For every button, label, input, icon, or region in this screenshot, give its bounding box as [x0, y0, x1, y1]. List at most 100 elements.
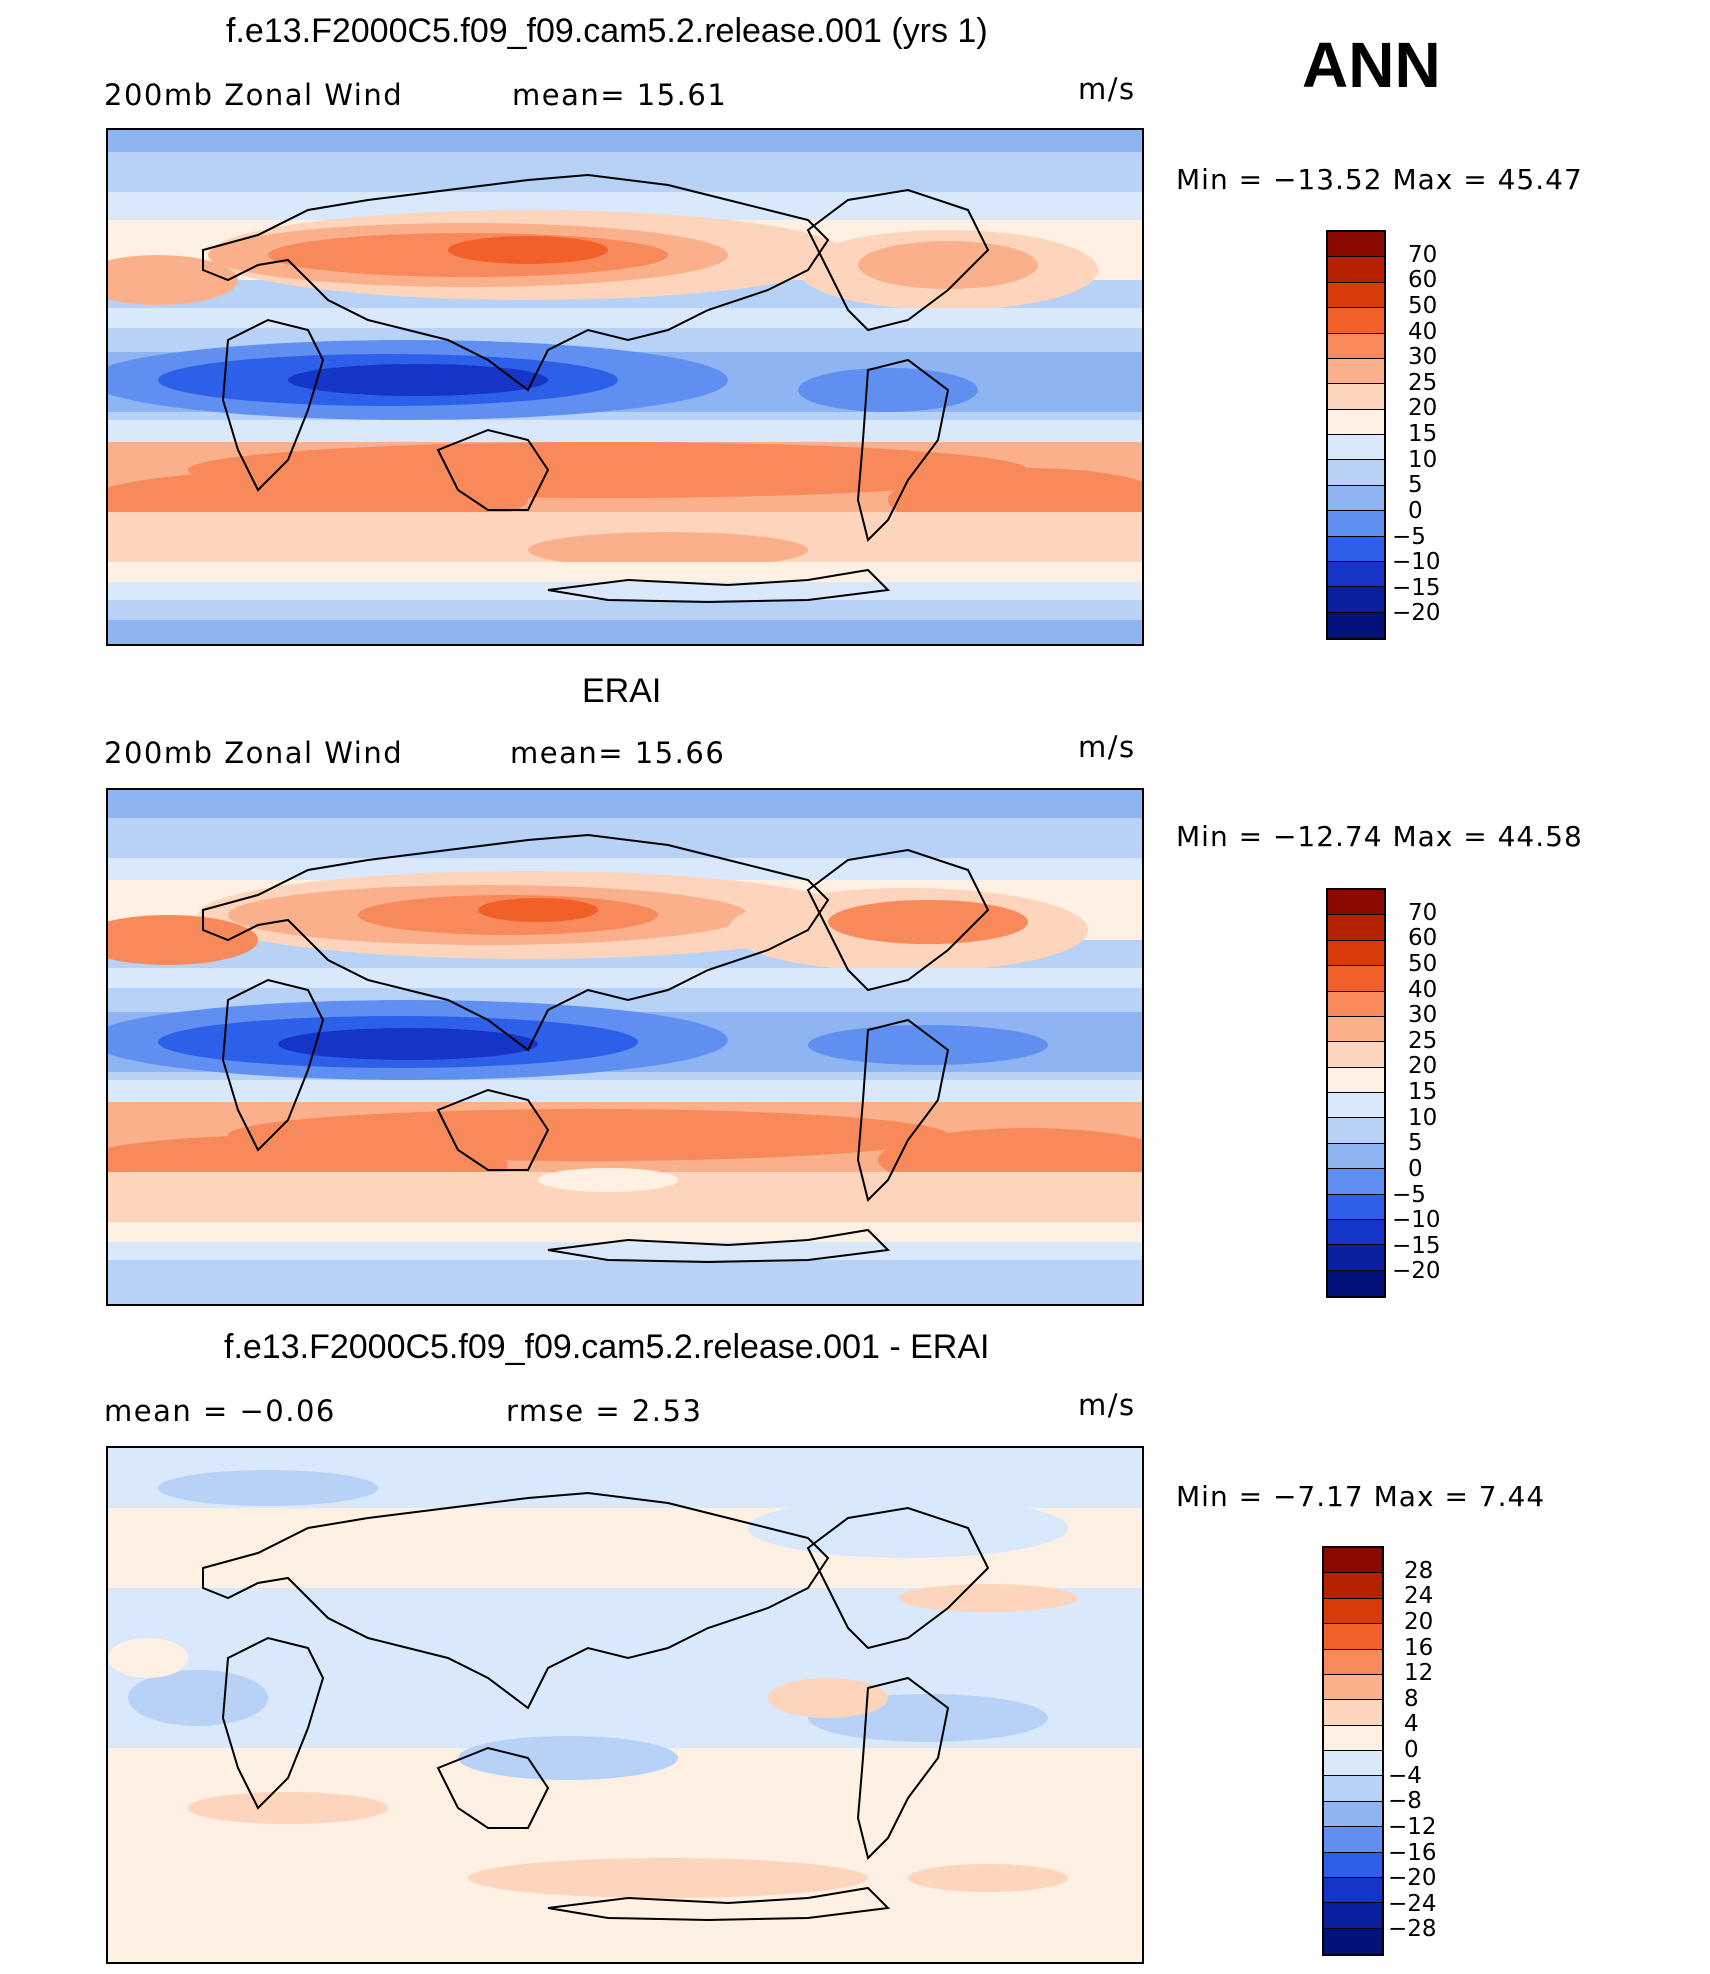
colorbar-swatch [1328, 612, 1384, 638]
panel1-colorbar [1326, 230, 1386, 640]
colorbar-tick-label: −15 [1392, 574, 1441, 601]
colorbar-tick-label: 20 [1408, 1053, 1438, 1080]
colorbar-swatch [1324, 1852, 1382, 1878]
panel3-contour-field [108, 1448, 1142, 1962]
colorbar-tick-label: 0 [1408, 497, 1423, 524]
panel1-mean-label: mean= 15.61 [512, 78, 728, 112]
colorbar-swatch [1328, 257, 1384, 283]
colorbar-tick-label: 25 [1408, 1027, 1438, 1054]
colorbar-tick-label: 50 [1408, 950, 1438, 977]
colorbar-swatch [1324, 1598, 1382, 1625]
colorbar-tick-label: −20 [1392, 1258, 1441, 1285]
colorbar-swatch [1324, 1649, 1382, 1675]
panel3-title: f.e13.F2000C5.f09_f09.cam5.2.release.001… [224, 1328, 990, 1366]
colorbar-tick-label: 16 [1404, 1634, 1434, 1661]
colorbar-swatch [1328, 333, 1384, 359]
colorbar-tick-label: 25 [1408, 369, 1438, 396]
colorbar-swatch [1328, 1067, 1384, 1093]
colorbar-swatch [1328, 1169, 1384, 1195]
colorbar-swatch [1324, 1548, 1382, 1574]
colorbar-swatch [1324, 1751, 1382, 1777]
panel2-min-max: Min = −12.74 Max = 44.58 [1176, 820, 1583, 853]
colorbar-swatch [1328, 282, 1384, 309]
colorbar-swatch [1324, 1700, 1382, 1726]
colorbar-tick-label: 4 [1404, 1711, 1419, 1738]
colorbar-swatch [1324, 1801, 1382, 1828]
panel3-colorbar [1322, 1546, 1384, 1956]
colorbar-swatch [1328, 1194, 1384, 1220]
panel2-map [106, 788, 1144, 1306]
colorbar-swatch [1324, 1827, 1382, 1853]
panel2-colorbar [1326, 888, 1386, 1298]
colorbar-swatch [1324, 1903, 1382, 1929]
colorbar-swatch [1328, 940, 1384, 967]
colorbar-swatch [1324, 1624, 1382, 1650]
panel1-units-label: m/s [1078, 72, 1136, 106]
colorbar-tick-label: −8 [1388, 1788, 1422, 1815]
colorbar-tick-label: −10 [1392, 1207, 1441, 1234]
colorbar-swatch [1328, 384, 1384, 410]
colorbar-tick-label: 40 [1408, 318, 1438, 345]
colorbar-tick-label: 50 [1408, 292, 1438, 319]
colorbar-swatch [1324, 1725, 1382, 1751]
colorbar-swatch [1328, 1118, 1384, 1144]
colorbar-swatch [1324, 1674, 1382, 1701]
colorbar-tick-label: 15 [1408, 421, 1438, 447]
panel1-min-max: Min = −13.52 Max = 45.47 [1176, 163, 1583, 196]
panel3-units-label: m/s [1078, 1388, 1136, 1422]
colorbar-swatch [1324, 1573, 1382, 1599]
colorbar-tick-label: −4 [1388, 1762, 1422, 1789]
panel2-title: ERAI [582, 672, 662, 710]
colorbar-tick-label: 24 [1404, 1583, 1434, 1610]
colorbar-tick-label: 20 [1408, 395, 1438, 422]
colorbar-swatch [1328, 358, 1384, 385]
colorbar-tick-label: −16 [1388, 1839, 1437, 1866]
panel2-field-label: 200mb Zonal Wind [104, 736, 404, 770]
colorbar-tick-label: 28 [1404, 1557, 1434, 1584]
colorbar-tick-label: 5 [1408, 1130, 1423, 1157]
colorbar-tick-label: −24 [1388, 1890, 1437, 1917]
panel1-map [106, 128, 1144, 646]
colorbar-tick-label: −28 [1388, 1916, 1437, 1943]
colorbar-tick-label: 0 [1408, 1155, 1423, 1182]
panel3-map [106, 1446, 1144, 1964]
panel3-rmse-label: rmse = 2.53 [506, 1394, 703, 1428]
colorbar-swatch [1324, 1776, 1382, 1802]
colorbar-tick-label: −12 [1388, 1813, 1437, 1840]
panel3-mean-label: mean = −0.06 [104, 1394, 336, 1428]
colorbar-swatch [1328, 915, 1384, 941]
panel3-min-max: Min = −7.17 Max = 7.44 [1176, 1480, 1546, 1513]
colorbar-swatch [1324, 1877, 1382, 1904]
colorbar-swatch [1328, 1143, 1384, 1170]
season-label: ANN [1302, 29, 1441, 101]
colorbar-tick-label: 0 [1404, 1737, 1419, 1763]
colorbar-tick-label: −15 [1392, 1232, 1441, 1259]
colorbar-swatch [1328, 460, 1384, 486]
colorbar-tick-label: 20 [1404, 1608, 1434, 1635]
colorbar-tick-label: 40 [1408, 976, 1438, 1003]
panel1-field-label: 200mb Zonal Wind [104, 78, 404, 112]
colorbar-tick-label: 8 [1404, 1685, 1419, 1712]
colorbar-tick-label: 30 [1408, 344, 1438, 371]
colorbar-swatch [1328, 991, 1384, 1017]
colorbar-swatch [1328, 1245, 1384, 1271]
colorbar-tick-label: 10 [1408, 1104, 1438, 1131]
panel1-contour-field [108, 130, 1142, 644]
colorbar-swatch [1328, 1219, 1384, 1246]
colorbar-swatch [1328, 308, 1384, 334]
colorbar-tick-label: 5 [1408, 472, 1423, 499]
colorbar-tick-label: 15 [1408, 1079, 1438, 1105]
colorbar-swatch [1328, 435, 1384, 461]
colorbar-tick-label: 70 [1408, 241, 1438, 268]
colorbar-swatch [1328, 485, 1384, 512]
colorbar-swatch [1328, 232, 1384, 258]
colorbar-tick-label: −20 [1388, 1865, 1437, 1892]
colorbar-tick-label: −10 [1392, 549, 1441, 576]
colorbar-tick-label: 10 [1408, 446, 1438, 473]
colorbar-tick-label: 12 [1404, 1660, 1434, 1687]
colorbar-swatch [1328, 1270, 1384, 1296]
colorbar-swatch [1328, 409, 1384, 435]
colorbar-swatch [1324, 1928, 1382, 1954]
colorbar-swatch [1328, 966, 1384, 992]
panel1-title: f.e13.F2000C5.f09_f09.cam5.2.release.001… [226, 12, 988, 50]
